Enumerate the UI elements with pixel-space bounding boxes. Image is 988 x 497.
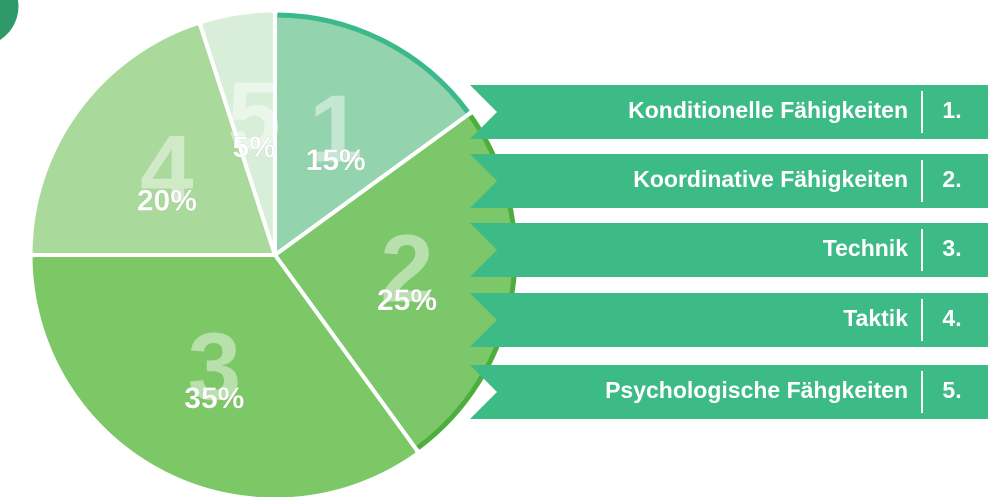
legend-bar <box>470 365 988 419</box>
slice-edge <box>32 25 200 253</box>
slice-number: 5 <box>227 62 280 169</box>
legend-bar <box>470 154 988 208</box>
legend-bar <box>470 293 988 347</box>
legend-label: Psychologische Fähgkeiten <box>605 377 908 403</box>
slice-percent: 20% <box>137 184 197 217</box>
pie-slice <box>30 253 420 497</box>
slice-number: 3 <box>188 313 241 420</box>
slice-percent: 35% <box>184 382 244 415</box>
slice-percent: 25% <box>377 284 437 317</box>
slice-number: 2 <box>380 215 433 322</box>
legend-number: 5. <box>942 377 961 403</box>
slice-percent: 5% <box>232 131 275 164</box>
legend-number: 1. <box>942 97 961 123</box>
legend-label: Technik <box>823 235 908 261</box>
legend-number: 3. <box>942 235 961 261</box>
slice-edge <box>277 12 470 114</box>
legend-label: Konditionelle Fähigkeiten <box>628 97 908 123</box>
legend-bar <box>470 223 988 277</box>
legend-label: Taktik <box>843 305 908 331</box>
slice-edge <box>202 12 273 29</box>
pie-slice <box>30 21 277 257</box>
slice-number: 4 <box>140 116 193 223</box>
slice-edge <box>32 257 416 497</box>
legend-number: 4. <box>942 305 961 331</box>
pie-slice <box>197 10 277 257</box>
legend-label: Koordinative Fähigkeiten <box>633 166 908 192</box>
legend-number: 2. <box>942 166 961 192</box>
corner-decoration <box>0 0 19 40</box>
pie-slice <box>273 10 474 257</box>
slice-number: 1 <box>309 75 362 182</box>
legend-bar <box>470 85 988 139</box>
slice-percent: 15% <box>306 144 366 177</box>
